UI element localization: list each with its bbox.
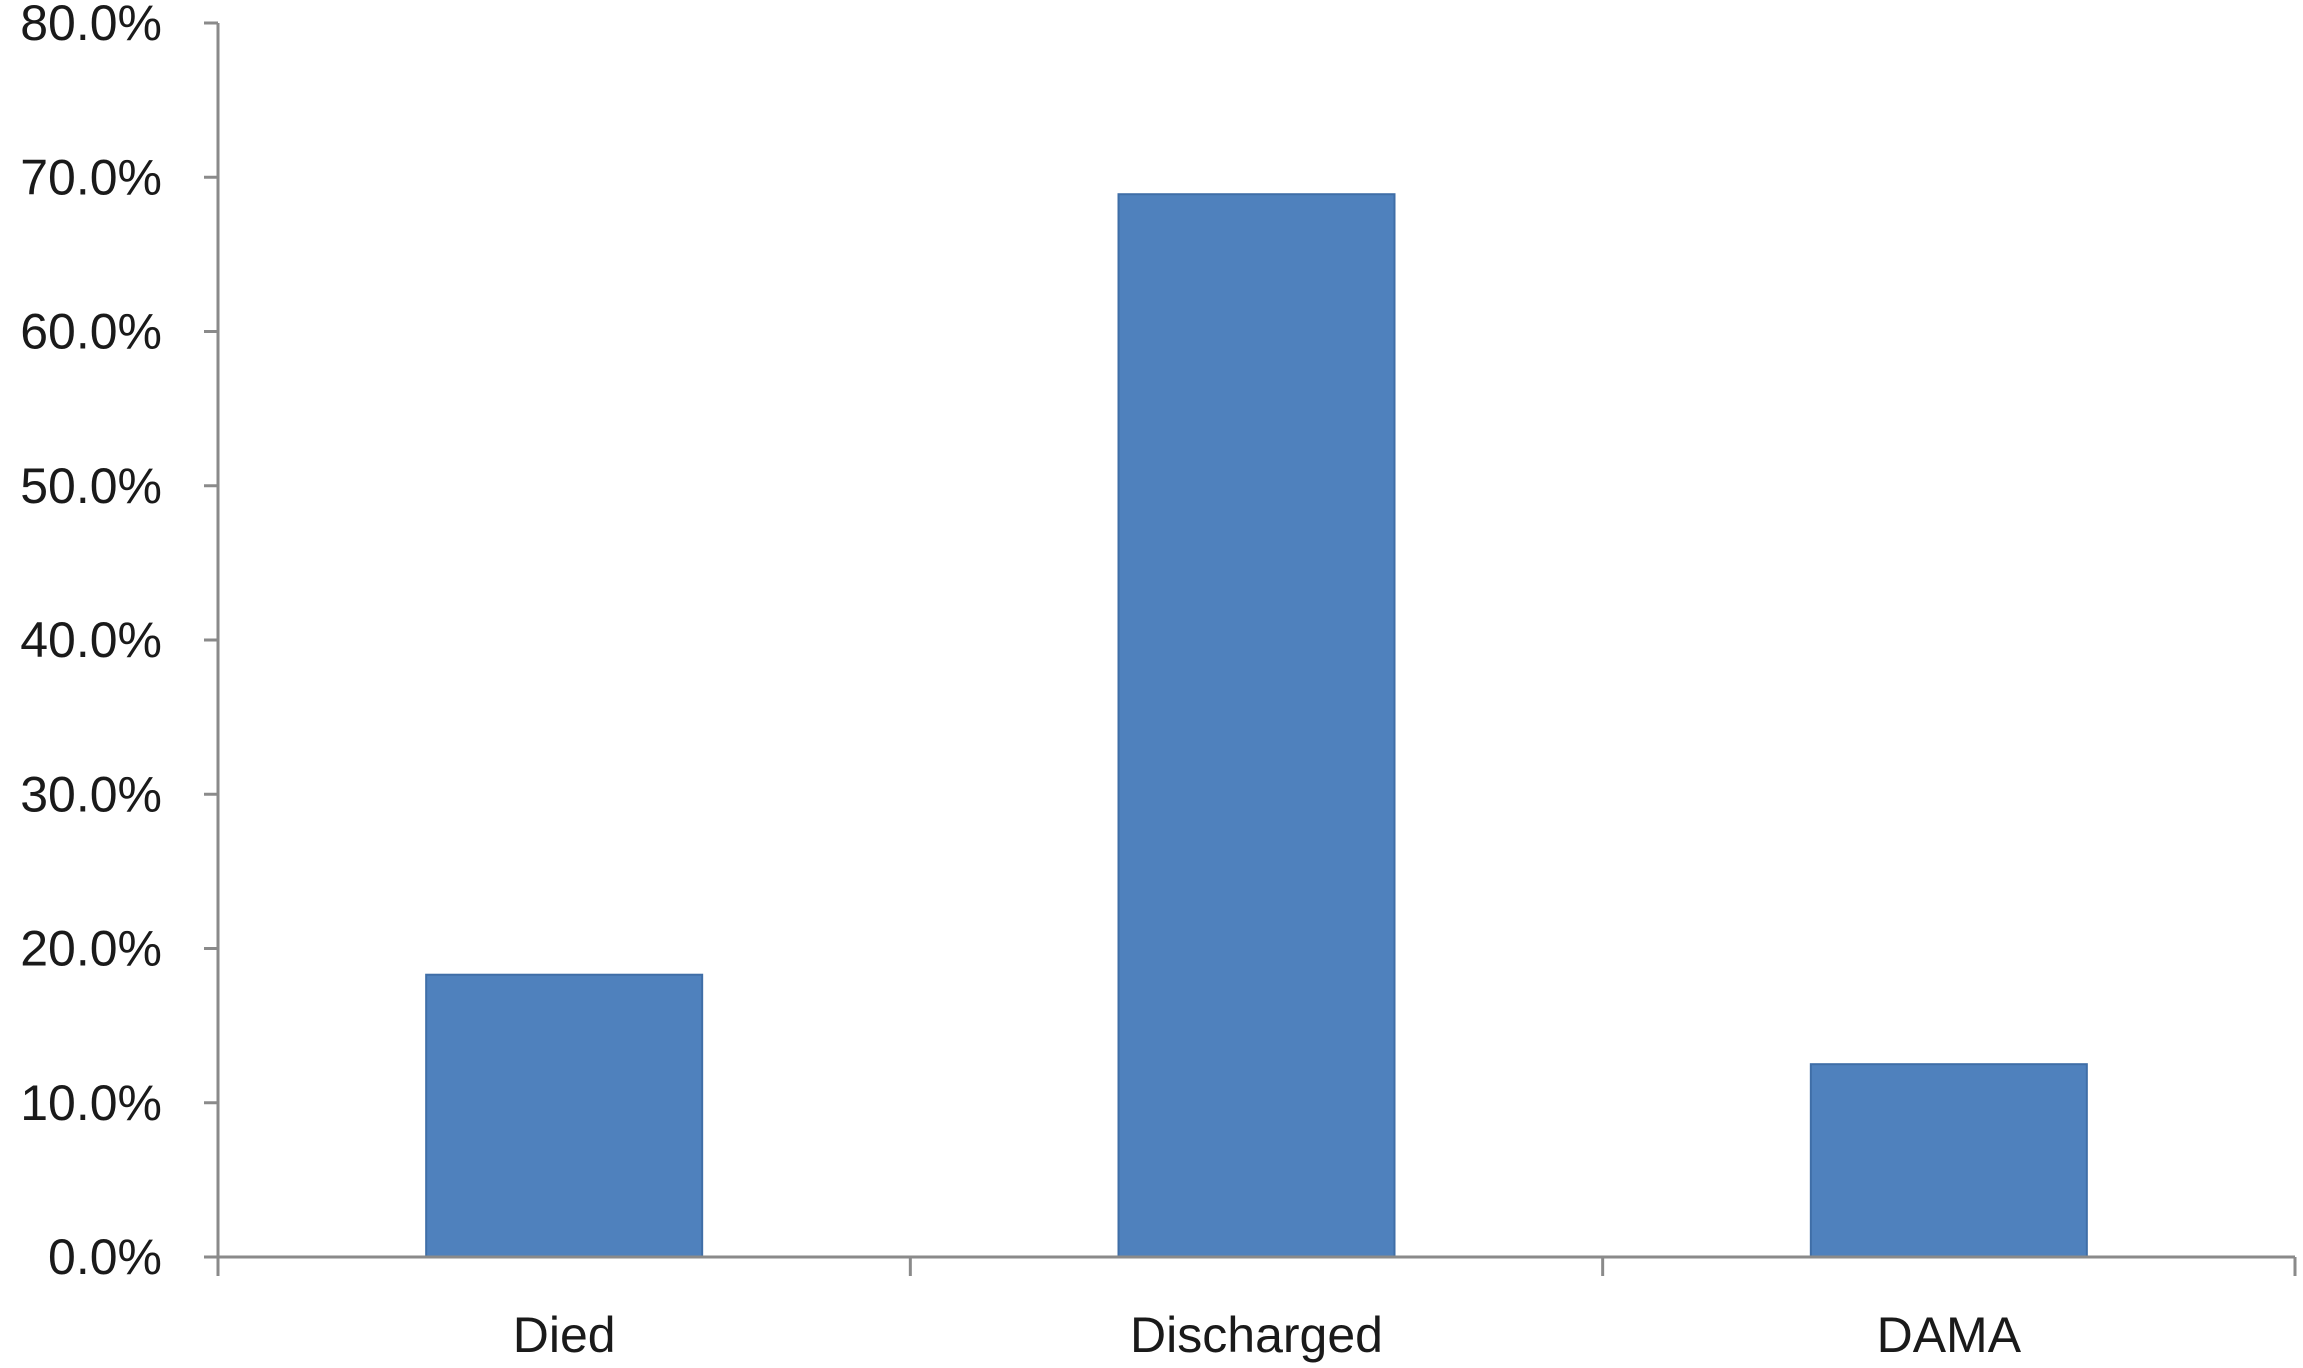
- y-tick-label: 30.0%: [20, 766, 162, 822]
- bar-discharged: [1117, 193, 1396, 1258]
- x-category-label: Died: [513, 1307, 616, 1363]
- x-axis-labels: Died Discharged DAMA: [513, 1307, 2022, 1363]
- x-category-label: Discharged: [1130, 1307, 1383, 1363]
- y-tick-label: 40.0%: [20, 612, 162, 668]
- bar-died: [425, 973, 704, 1258]
- y-tick-label: 70.0%: [20, 149, 162, 205]
- bar-dama: [1809, 1063, 2088, 1258]
- axes: [216, 23, 2297, 1276]
- y-tick-label: 60.0%: [20, 304, 162, 360]
- y-tick-label: 50.0%: [20, 458, 162, 514]
- x-category-label: DAMA: [1877, 1307, 2022, 1363]
- y-axis-ticks: 0.0% 10.0% 20.0% 30.0% 40.0% 50.0% 60.0% 70.0% 8…: [20, 0, 218, 1285]
- bars: [425, 193, 2088, 1258]
- y-tick-label: 20.0%: [20, 921, 162, 977]
- y-tick-label: 0.0%: [48, 1229, 162, 1285]
- y-tick-label: 10.0%: [20, 1075, 162, 1131]
- y-tick-label: 80.0%: [20, 0, 162, 51]
